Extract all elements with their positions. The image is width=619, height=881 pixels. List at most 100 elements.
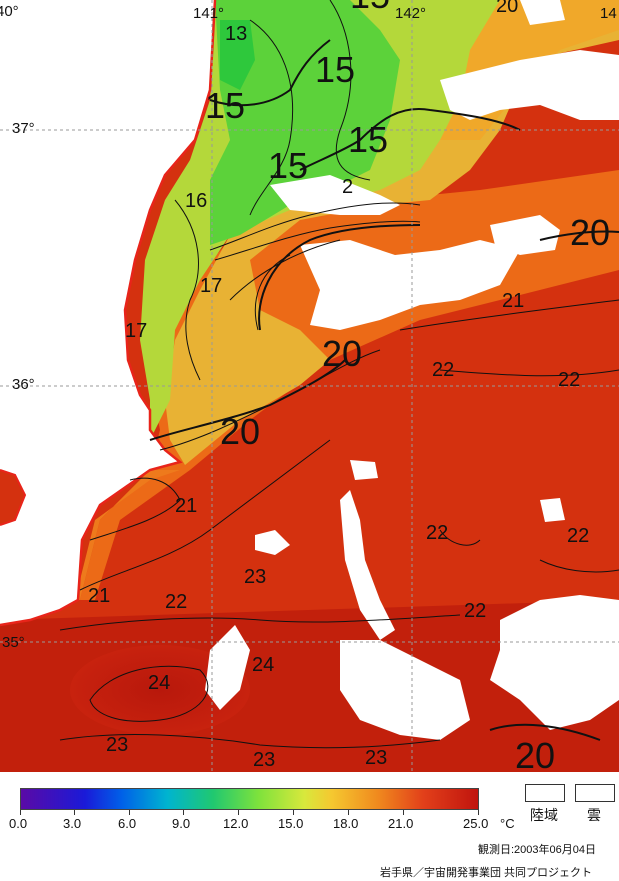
scale-label: 18.0 [333, 816, 359, 831]
isotherm-line [209, 202, 421, 251]
lon-label-142: 142° [395, 5, 426, 22]
contour-label: 17 [125, 320, 147, 342]
contour-label: 2 [342, 176, 353, 198]
lon-label-143: 14 [600, 5, 617, 22]
cloud-southeast [490, 595, 619, 730]
graticule [0, 0, 619, 772]
isotherm-line [249, 19, 294, 216]
contour-label: 20 [570, 212, 610, 253]
isotherm-line [539, 559, 619, 573]
contour-label: 22 [567, 525, 589, 547]
scale-tick [403, 810, 404, 815]
scale-tick [238, 810, 239, 815]
scale-label: 6.0 [118, 816, 137, 831]
contour-label: 23 [244, 566, 266, 588]
cloud-and-land-masks [0, 0, 619, 740]
isotherm-line-15 [209, 39, 331, 107]
contour-label: 16 [185, 190, 207, 212]
scale-unit: °C [500, 816, 515, 831]
cloud-southwest [205, 625, 250, 710]
yellow-sea-band [165, 0, 619, 465]
cloud-small-1 [255, 530, 290, 555]
isotherm-line-20 [489, 723, 601, 741]
contour-label: 23 [365, 747, 387, 769]
contour-label: 23 [106, 734, 128, 756]
lat-label-36: 36° [12, 376, 35, 393]
cloud-east-central [300, 240, 520, 330]
cloud-south [340, 640, 470, 740]
isotherm-line [174, 199, 201, 381]
scale-tick [293, 810, 294, 815]
contour-label: 20 [496, 0, 518, 17]
scale-tick [348, 810, 349, 815]
isotherm-line [329, 0, 371, 181]
contour-label: 22 [432, 359, 454, 381]
scale-label: 12.0 [223, 816, 249, 831]
isotherm-line-20 [149, 359, 346, 441]
contour-label: 22 [558, 369, 580, 391]
cloud-east [490, 215, 560, 255]
warm-core-24 [70, 645, 250, 735]
contour-label: 15 [350, 0, 390, 16]
contour-labels: 13 15 15 15 15 15 16 17 17 20 20 20 20 2… [88, 0, 610, 772]
contour-label: 23 [253, 749, 275, 771]
land-honshu [0, 0, 215, 625]
legend-panel: 0.0 3.0 6.0 9.0 12.0 15.0 18.0 21.0 25.0… [0, 772, 619, 881]
isotherm-line [399, 299, 619, 331]
orange-sea-coastal [75, 470, 180, 600]
scale-label: 9.0 [172, 816, 191, 831]
contour-label: 20 [515, 735, 555, 772]
cloud-swatch [575, 784, 615, 802]
contour-label: 22 [426, 522, 448, 544]
contour-label: 21 [502, 290, 524, 312]
contour-label: 21 [175, 495, 197, 517]
contour-label: 17 [200, 275, 222, 297]
isotherm-line [439, 369, 619, 377]
cloud-northeast [440, 50, 619, 120]
scale-tick [129, 810, 130, 815]
scale-label: 21.0 [388, 816, 414, 831]
observation-date: 観測日:2003年06月04日 [478, 844, 596, 856]
lat-label-35: 35° [2, 634, 25, 651]
scale-label: 15.0 [278, 816, 304, 831]
contour-label: 15 [348, 119, 388, 160]
cold-sea-core [220, 20, 255, 90]
scale-tick [183, 810, 184, 815]
land-label: 陸域 [530, 807, 558, 823]
contour-label: 15 [268, 145, 308, 186]
contour-label: 15 [315, 49, 355, 90]
contour-label: 13 [225, 23, 247, 45]
cloud-label: 雲 [587, 807, 601, 823]
contour-label: 22 [165, 591, 187, 613]
cloud-small-2 [350, 460, 378, 480]
cloud-small-4 [540, 498, 565, 522]
contour-label: 21 [88, 585, 110, 607]
green-sea-band [210, 0, 400, 245]
contour-label: 20 [322, 333, 362, 374]
isotherm-line [89, 665, 209, 722]
land-swatch [525, 784, 565, 802]
isotherm-line [79, 439, 331, 591]
lat-label-37: 37° [12, 120, 35, 137]
lon-label-141: 141° [193, 5, 224, 22]
isotherm-line-20 [539, 230, 619, 241]
isotherm-line [214, 220, 421, 261]
scale-label: 25.0 [463, 816, 489, 831]
cloud-north-small [520, 0, 565, 25]
contour-label: 24 [148, 672, 170, 694]
isotherm-lines [59, 0, 619, 749]
scale-label: 0.0 [9, 816, 28, 831]
bold-isotherm-lines [149, 39, 619, 741]
isotherm-line-15 [299, 108, 521, 171]
contour-label: 24 [252, 654, 274, 676]
coastline [0, 0, 217, 627]
isotherm-line [439, 529, 481, 546]
cloud-small-3 [540, 630, 575, 660]
scale-label: 3.0 [63, 816, 82, 831]
lon-label-140: 40° [0, 3, 19, 20]
scale-tick [74, 810, 75, 815]
project-credit: 岩手県／宇宙開発事業団 共同プロジェクト [380, 867, 593, 879]
isotherm-line [59, 614, 461, 631]
temperature-color-scale [20, 788, 479, 810]
contour-label: 22 [464, 600, 486, 622]
